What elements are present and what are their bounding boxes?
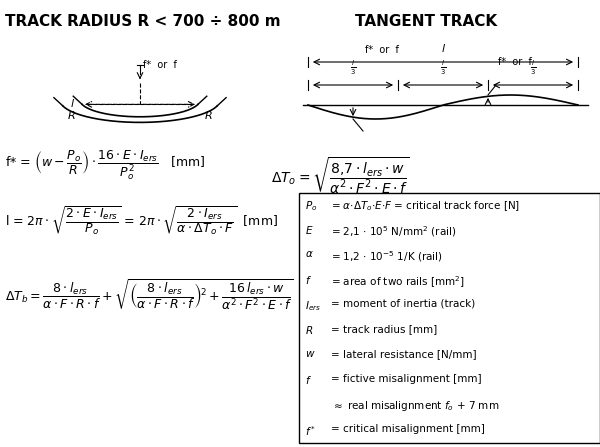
Text: f*  or  f: f* or f [365, 45, 399, 55]
Text: = 1,2 $\cdot$ 10$^{-5}$ 1/K (rail): = 1,2 $\cdot$ 10$^{-5}$ 1/K (rail) [331, 249, 443, 264]
Text: f* = $\left(w - \dfrac{P_o}{R}\right) \cdot \dfrac{16 \cdot E \cdot I_{ers}}{P_o: f* = $\left(w - \dfrac{P_o}{R}\right) \c… [5, 148, 205, 182]
Text: $\alpha$: $\alpha$ [305, 249, 314, 259]
Text: l: l [71, 99, 74, 110]
Text: f*  or  f: f* or f [143, 60, 177, 70]
Text: = area of two rails [mm$^2$]: = area of two rails [mm$^2$] [331, 274, 465, 290]
Text: $f^*$: $f^*$ [305, 424, 316, 438]
Text: $E$: $E$ [305, 224, 314, 236]
Text: = fictive misalignment [mm]: = fictive misalignment [mm] [331, 374, 482, 384]
Text: = track radius [mm]: = track radius [mm] [331, 324, 437, 334]
Text: = lateral resistance [N/mm]: = lateral resistance [N/mm] [331, 349, 476, 359]
Text: R: R [68, 111, 76, 121]
Text: $I_{ers}$: $I_{ers}$ [305, 299, 321, 313]
Text: = critical misalignment [mm]: = critical misalignment [mm] [331, 424, 485, 434]
Text: = 2,1 $\cdot$ 10$^5$ N/mm$^2$ (rail): = 2,1 $\cdot$ 10$^5$ N/mm$^2$ (rail) [331, 224, 456, 239]
Text: $\Delta T_b = \dfrac{8 \cdot l_{ers}}{\alpha \cdot F \cdot R \cdot f} + \sqrt{\l: $\Delta T_b = \dfrac{8 \cdot l_{ers}}{\a… [5, 278, 294, 313]
Text: $\frac{l}{3}$: $\frac{l}{3}$ [530, 59, 536, 77]
Text: = $\alpha{\cdot}\Delta T_o{\cdot}E{\cdot}F$ = critical track force [N]: = $\alpha{\cdot}\Delta T_o{\cdot}E{\cdot… [331, 199, 520, 213]
Text: $\frac{l}{3}$: $\frac{l}{3}$ [440, 59, 446, 77]
Text: TRACK RADIUS R < 700 ÷ 800 m: TRACK RADIUS R < 700 ÷ 800 m [5, 14, 281, 29]
Text: R: R [205, 111, 212, 121]
Text: $\Delta T_o = \sqrt{\dfrac{8{,}7 \cdot l_{ers} \cdot w}{\alpha^2 \cdot F^2 \cdot: $\Delta T_o = \sqrt{\dfrac{8{,}7 \cdot l… [271, 155, 409, 196]
Text: $R$: $R$ [305, 324, 313, 336]
Bar [299, 193, 600, 443]
Text: $\approx$ real misalignment $f_o$ + 7 mm: $\approx$ real misalignment $f_o$ + 7 mm [331, 399, 499, 413]
Text: $\frac{l}{3}$: $\frac{l}{3}$ [350, 59, 356, 77]
Text: TANGENT TRACK: TANGENT TRACK [355, 14, 497, 29]
Text: l = $2\pi \cdot \sqrt{\dfrac{2 \cdot E \cdot I_{ers}}{P_o}}$ = $2\pi \cdot \sqrt: l = $2\pi \cdot \sqrt{\dfrac{2 \cdot E \… [5, 205, 278, 238]
Text: f*  or  f: f* or f [498, 57, 532, 67]
Text: $w$: $w$ [305, 349, 316, 359]
Text: l: l [442, 44, 445, 54]
Text: = moment of inertia (track): = moment of inertia (track) [331, 299, 475, 309]
Text: $P_o$: $P_o$ [305, 199, 317, 213]
Text: $f$: $f$ [305, 374, 312, 386]
Text: $f$: $f$ [305, 274, 312, 286]
